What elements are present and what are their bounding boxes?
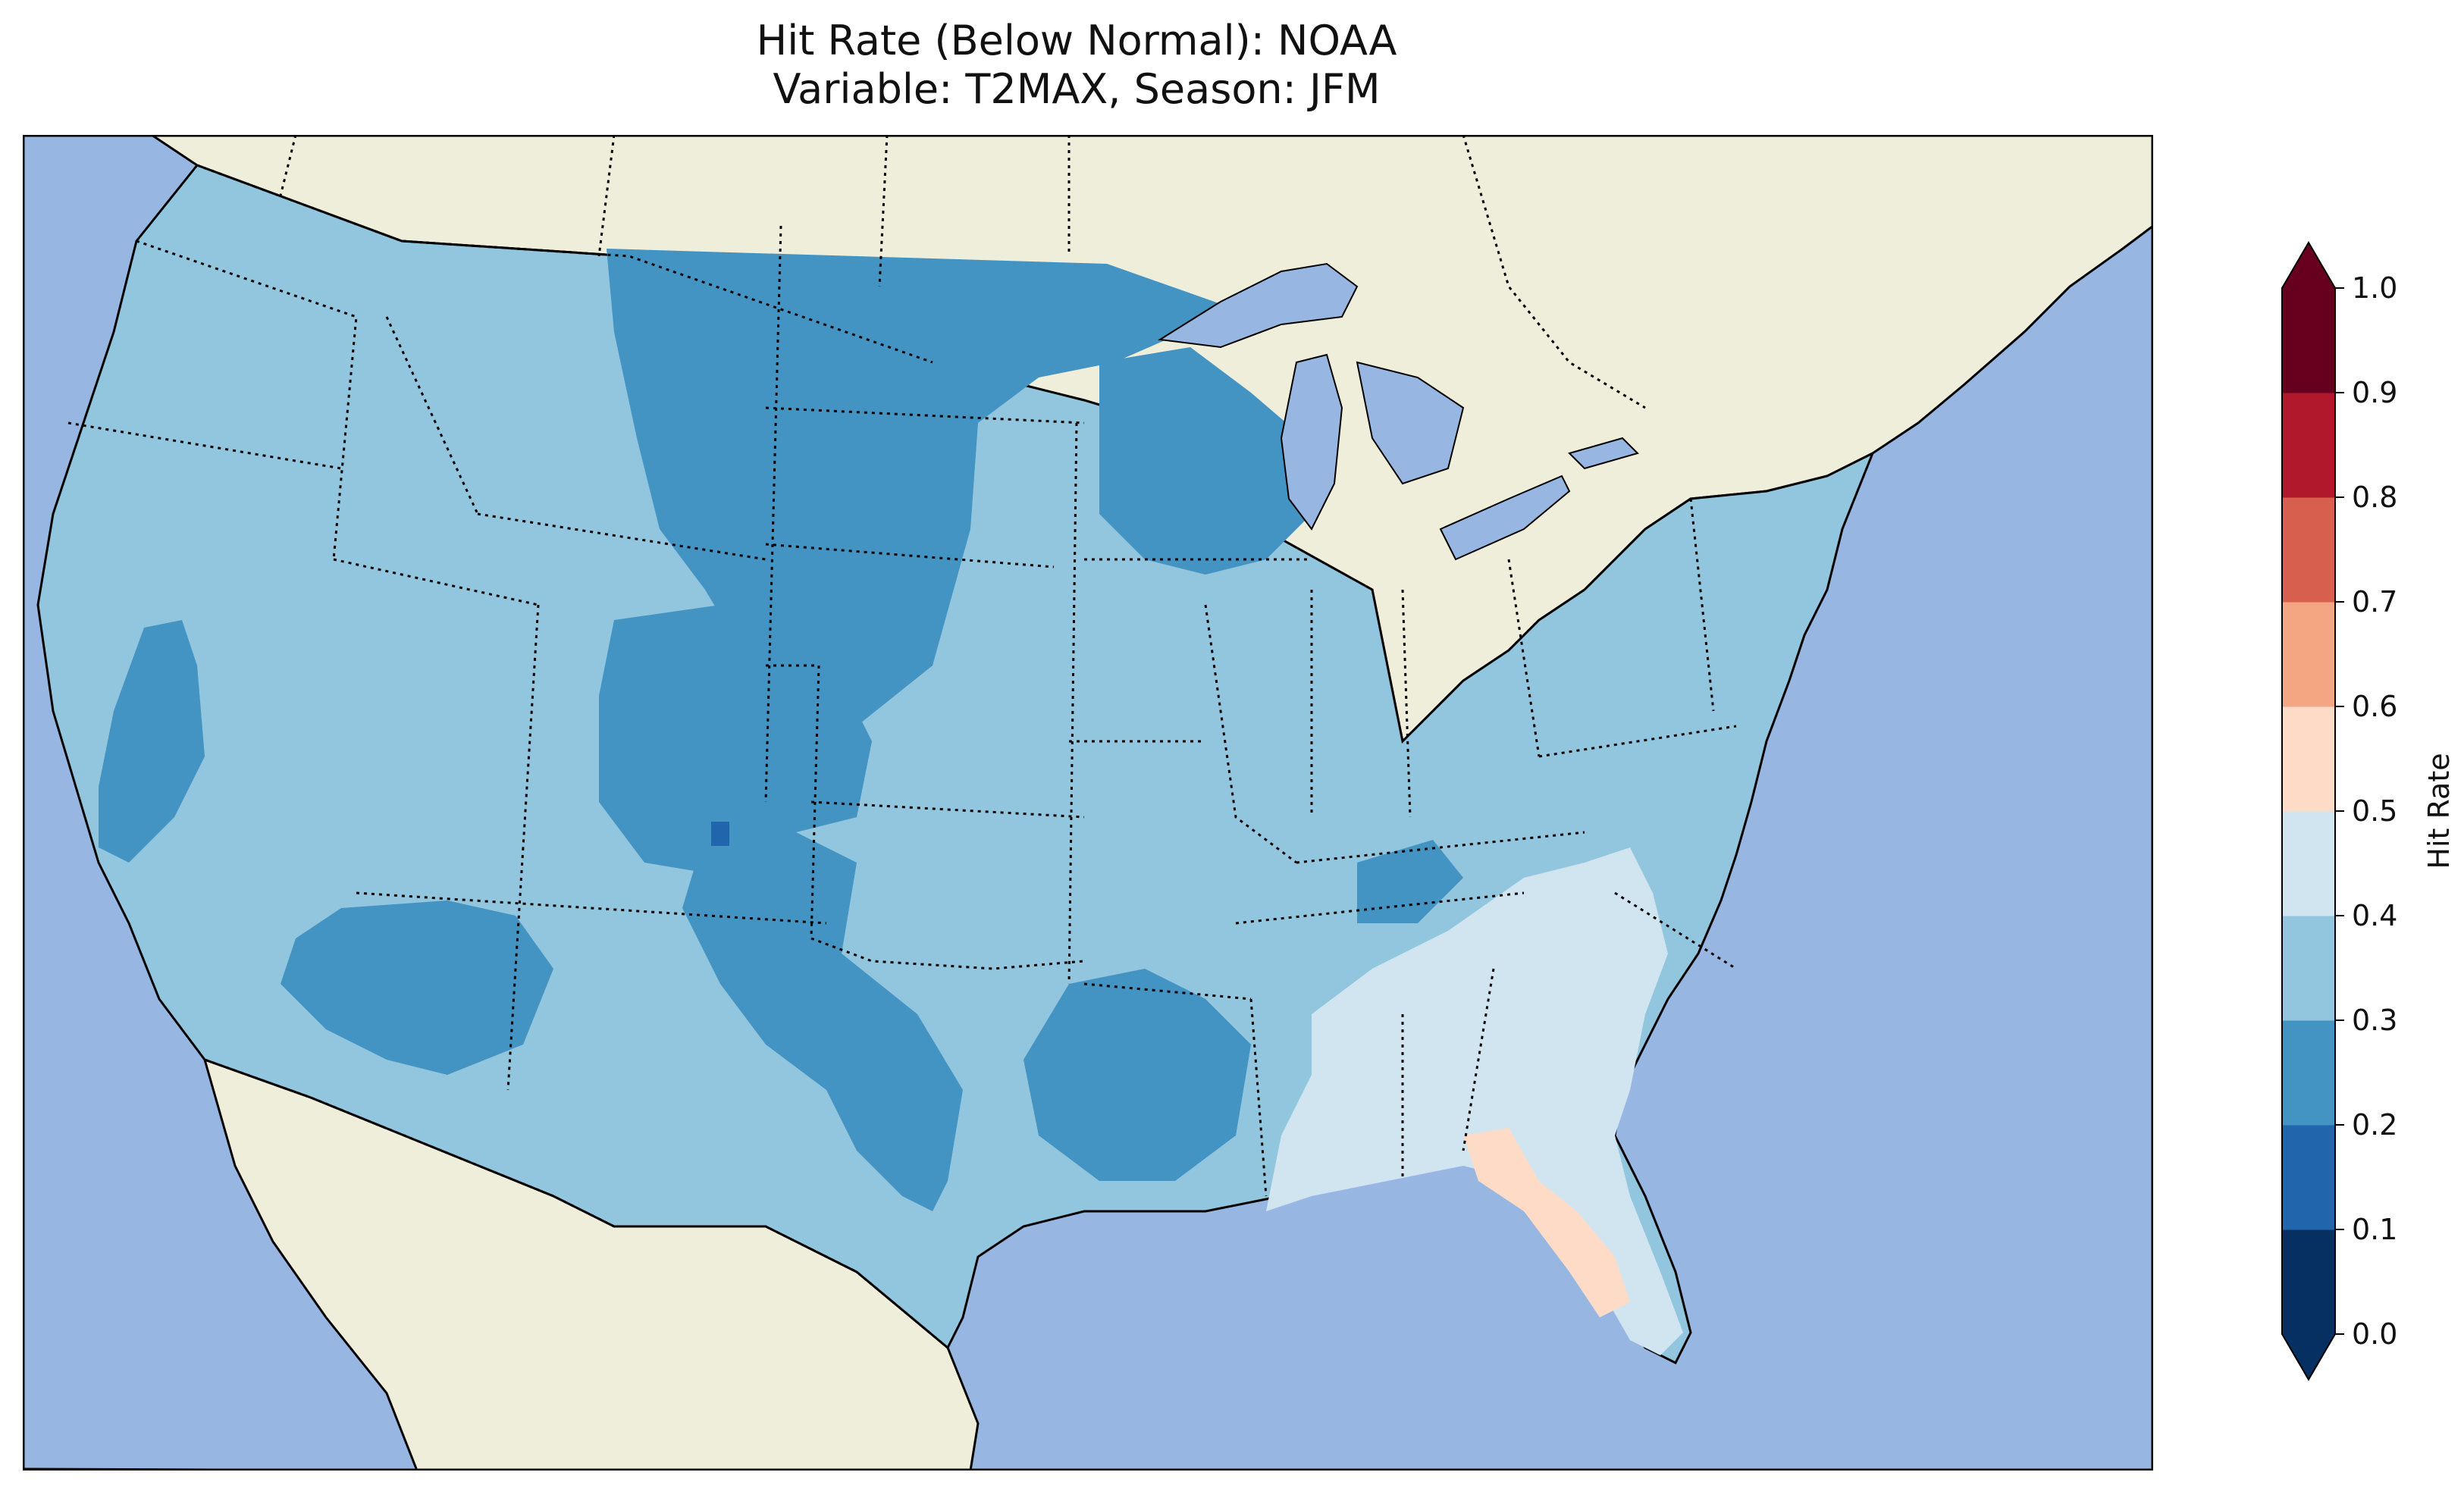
region-new-mexico-spot bbox=[711, 822, 729, 846]
colorbar-bin bbox=[2282, 497, 2335, 603]
region-florida bbox=[1463, 1128, 1630, 1317]
colorbar-bin bbox=[2282, 811, 2335, 916]
colorbar-tick-label: 0.3 bbox=[2352, 1004, 2397, 1037]
colorbar-bin bbox=[2282, 1020, 2335, 1126]
colorbar-tick-label: 0.4 bbox=[2352, 899, 2397, 932]
map-frame bbox=[23, 135, 2153, 1471]
lake-huron bbox=[1356, 361, 1465, 485]
colorbar-bin bbox=[2282, 602, 2335, 707]
colorbar-tick-label: 0.1 bbox=[2352, 1213, 2397, 1246]
colorbar-bin bbox=[2282, 393, 2335, 498]
colorbar-tick-label: 0.6 bbox=[2352, 690, 2397, 723]
region-southern-plains bbox=[682, 832, 963, 1211]
colorbar-bins bbox=[2281, 241, 2336, 1381]
colorbar-bin bbox=[2282, 1229, 2335, 1335]
colorbar: 0.0 0.1 0.2 0.3 0.4 0.5 0.6 0.7 0.8 0.9 1.0 Hit Ra… bbox=[2281, 241, 2456, 1381]
region-colorado-rockies bbox=[599, 605, 872, 878]
title-line-1: Hit Rate (Below Normal): NOAA bbox=[756, 17, 1397, 64]
region-arizona bbox=[281, 900, 553, 1075]
region-upper-midwest bbox=[1099, 347, 1312, 575]
hit-rate-0-2-to-0-3 bbox=[99, 249, 1463, 1211]
region-lower-mississippi bbox=[1024, 969, 1251, 1181]
great-lakes bbox=[1158, 262, 1639, 561]
region-northern-plains bbox=[607, 249, 1236, 756]
region-kentucky-band bbox=[1357, 840, 1463, 923]
international-borders bbox=[196, 135, 1646, 1349]
colorbar-bin bbox=[2282, 916, 2335, 1021]
colorbar-bin bbox=[2282, 706, 2335, 812]
colorbar-tick-label: 0.2 bbox=[2352, 1108, 2397, 1142]
colorbar-tick-label: 0.0 bbox=[2352, 1317, 2397, 1351]
lake-erie bbox=[1439, 475, 1571, 561]
colorbar-tick-label: 0.9 bbox=[2352, 376, 2397, 409]
colorbar-tick-label: 0.7 bbox=[2352, 585, 2397, 619]
lake-ontario bbox=[1568, 437, 1639, 470]
region-california bbox=[99, 620, 205, 863]
colorbar-ticks: 0.0 0.1 0.2 0.3 0.4 0.5 0.6 0.7 0.8 0.9 1.0 bbox=[2335, 271, 2397, 1351]
colorbar-extend-min bbox=[2282, 1334, 2335, 1380]
colorbar-bin bbox=[2282, 1125, 2335, 1230]
state-borders bbox=[67, 225, 1737, 1197]
map-title: Hit Rate (Below Normal): NOAA Variable: … bbox=[0, 17, 2153, 114]
colorbar-tick-label: 0.8 bbox=[2352, 481, 2397, 514]
colorbar-label: Hit Rate bbox=[2422, 753, 2456, 869]
title-line-2: Variable: T2MAX, Season: JFM bbox=[773, 65, 1381, 113]
colorbar-extend-max bbox=[2282, 243, 2335, 288]
colorbar-tick-label: 0.5 bbox=[2352, 794, 2397, 828]
lake-michigan bbox=[1280, 353, 1343, 531]
map-panel bbox=[23, 135, 2153, 1471]
lake-superior bbox=[1158, 262, 1359, 349]
colorbar-tick-label: 1.0 bbox=[2352, 271, 2397, 305]
colorbar-bin bbox=[2282, 288, 2335, 393]
